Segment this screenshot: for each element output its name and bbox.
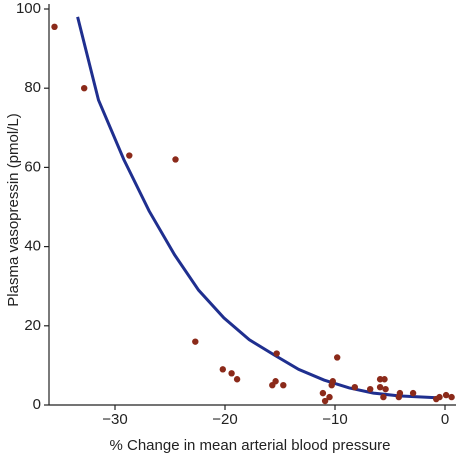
data-point — [395, 393, 402, 401]
data-point — [81, 85, 88, 92]
data-point — [351, 383, 358, 391]
y-axis-title: Plasma vasopressin (pmol/L) — [5, 113, 22, 306]
data-point — [328, 382, 335, 389]
data-point — [376, 376, 384, 383]
x-tick-label: −10 — [322, 411, 347, 428]
data-point — [280, 382, 287, 389]
data-point — [321, 397, 329, 405]
data-point — [126, 152, 133, 159]
x-axis-title: % Change in mean arterial blood pressure — [110, 437, 391, 454]
data-point — [448, 393, 455, 401]
data-point — [51, 23, 58, 31]
fit-curve — [76, 16, 440, 400]
data-point — [409, 389, 417, 397]
data-point — [367, 385, 374, 393]
data-point — [319, 389, 327, 397]
data-point — [376, 383, 384, 391]
data-point — [380, 393, 387, 401]
y-tick-label: 100 — [16, 0, 41, 17]
data-point — [219, 366, 226, 373]
data-point — [272, 378, 279, 385]
y-tick-label: 40 — [24, 238, 41, 255]
data-point — [192, 338, 199, 345]
data-point — [172, 156, 179, 163]
data-point — [228, 370, 235, 377]
data-point — [433, 395, 440, 403]
x-tick-label: −30 — [102, 411, 127, 428]
y-tick-label: 60 — [24, 158, 41, 175]
x-tick-label: −20 — [212, 411, 237, 428]
data-point — [273, 350, 280, 357]
data-point — [334, 354, 341, 361]
x-tick-label: 0 — [441, 411, 449, 428]
y-tick-label: 20 — [24, 317, 41, 334]
data-point — [326, 393, 333, 401]
data-point — [442, 391, 450, 399]
y-tick-label: 0 — [33, 396, 41, 413]
data-point — [382, 385, 389, 393]
data-point — [233, 376, 241, 383]
data-point — [381, 376, 388, 383]
y-tick-label: 80 — [24, 79, 41, 96]
